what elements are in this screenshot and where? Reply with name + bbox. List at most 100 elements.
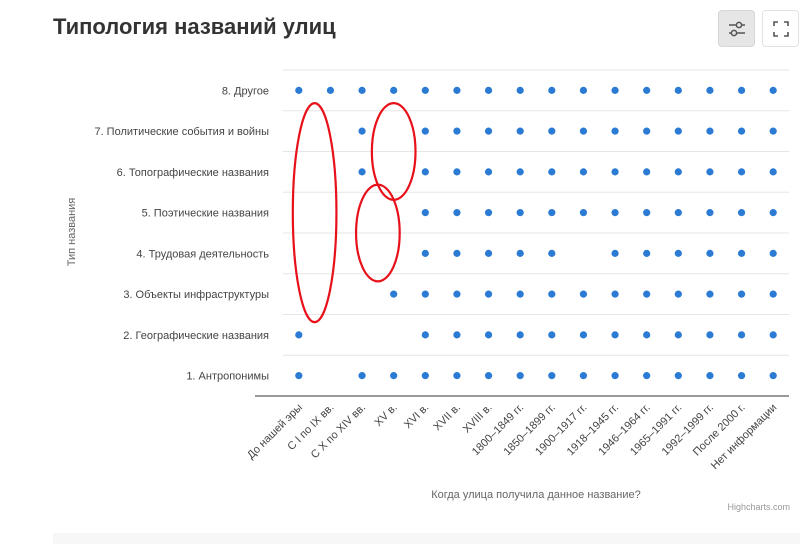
data-point[interactable] [737,86,746,94]
data-point[interactable] [516,209,524,217]
data-point[interactable] [737,209,746,217]
data-point[interactable] [611,168,619,176]
data-point[interactable] [516,86,524,94]
data-point[interactable] [706,86,714,94]
data-point[interactable] [326,86,335,94]
data-point[interactable] [484,209,493,217]
data-point[interactable] [674,86,682,94]
data-point[interactable] [484,290,493,298]
data-point[interactable] [706,127,714,135]
data-point[interactable] [484,249,493,257]
data-point[interactable] [674,331,682,339]
data-point[interactable] [643,290,651,298]
data-point[interactable] [548,290,556,298]
data-point[interactable] [579,127,588,135]
data-point[interactable] [706,331,714,339]
data-point[interactable] [548,127,556,135]
data-point[interactable] [516,331,524,339]
data-point[interactable] [674,127,682,135]
data-point[interactable] [611,127,619,135]
data-point[interactable] [548,209,556,217]
data-point[interactable] [611,249,619,257]
data-point[interactable] [421,209,429,217]
data-point[interactable] [579,331,588,339]
data-point[interactable] [579,168,588,176]
data-point[interactable] [453,209,461,217]
data-point[interactable] [643,168,651,176]
data-point[interactable] [453,290,461,298]
data-point[interactable] [769,372,777,380]
data-point[interactable] [579,209,588,217]
data-point[interactable] [643,331,651,339]
data-point[interactable] [421,127,429,135]
data-point[interactable] [548,249,556,257]
data-point[interactable] [706,209,714,217]
fullscreen-button[interactable] [762,10,799,47]
data-point[interactable] [706,168,714,176]
data-point[interactable] [453,249,461,257]
data-point[interactable] [548,168,556,176]
data-point[interactable] [421,86,429,94]
data-point[interactable] [611,86,619,94]
data-point[interactable] [769,209,777,217]
data-point[interactable] [295,86,303,94]
filter-button[interactable] [718,10,755,47]
data-point[interactable] [358,372,366,380]
data-point[interactable] [611,372,619,380]
data-point[interactable] [421,372,429,380]
data-point[interactable] [453,168,461,176]
data-point[interactable] [484,127,493,135]
data-point[interactable] [579,372,588,380]
data-point[interactable] [643,127,651,135]
data-point[interactable] [390,86,398,94]
data-point[interactable] [548,86,556,94]
data-point[interactable] [484,86,493,94]
data-point[interactable] [548,331,556,339]
data-point[interactable] [643,209,651,217]
data-point[interactable] [769,127,777,135]
data-point[interactable] [706,249,714,257]
data-point[interactable] [674,249,682,257]
data-point[interactable] [453,331,461,339]
data-point[interactable] [484,168,493,176]
data-point[interactable] [611,209,619,217]
data-point[interactable] [643,372,651,380]
data-point[interactable] [674,290,682,298]
data-point[interactable] [453,127,461,135]
data-point[interactable] [421,168,429,176]
data-point[interactable] [421,290,429,298]
data-point[interactable] [295,331,303,339]
data-point[interactable] [737,168,746,176]
data-point[interactable] [706,290,714,298]
data-point[interactable] [579,86,588,94]
data-point[interactable] [516,127,524,135]
data-point[interactable] [516,372,524,380]
data-point[interactable] [737,249,746,257]
data-point[interactable] [769,331,777,339]
data-point[interactable] [358,86,366,94]
data-point[interactable] [453,372,461,380]
data-point[interactable] [516,168,524,176]
data-point[interactable] [674,168,682,176]
data-point[interactable] [295,372,303,380]
data-point[interactable] [769,290,777,298]
data-point[interactable] [737,290,746,298]
data-point[interactable] [548,372,556,380]
data-point[interactable] [643,249,651,257]
data-point[interactable] [358,127,366,135]
data-point[interactable] [358,168,366,176]
data-point[interactable] [421,249,429,257]
data-point[interactable] [611,331,619,339]
data-point[interactable] [737,127,746,135]
data-point[interactable] [611,290,619,298]
data-point[interactable] [390,290,398,298]
data-point[interactable] [484,331,493,339]
data-point[interactable] [421,331,429,339]
data-point[interactable] [484,372,493,380]
data-point[interactable] [706,372,714,380]
data-point[interactable] [516,249,524,257]
data-point[interactable] [674,209,682,217]
data-point[interactable] [769,86,777,94]
data-point[interactable] [579,290,588,298]
credits-link[interactable]: Highcharts.com [727,502,790,512]
